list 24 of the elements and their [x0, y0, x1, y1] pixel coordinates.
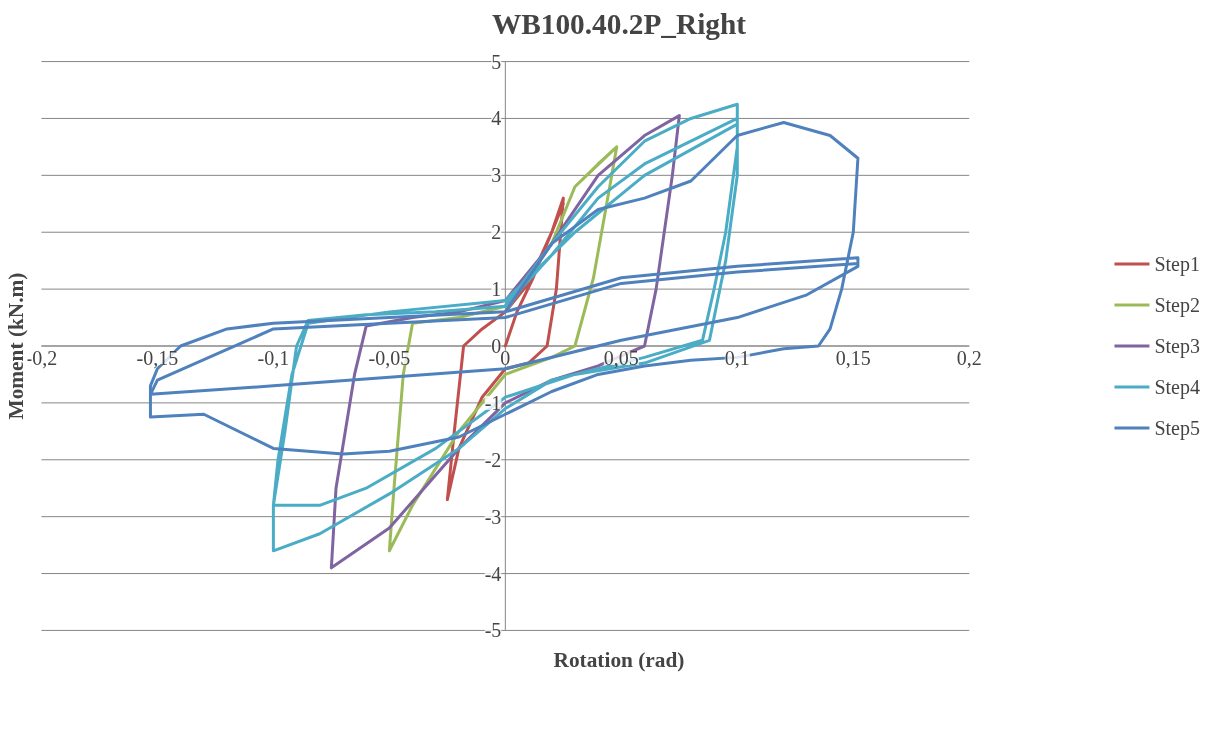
x-tick-label: 0,15	[835, 347, 871, 369]
y-tick-label: -4	[484, 562, 502, 585]
legend-label: Step5	[1154, 416, 1200, 439]
x-tick-label: 0,2	[956, 347, 982, 369]
chart-title: WB100.40.2P_Right	[491, 7, 747, 40]
y-axis-title: Moment (kN.m)	[3, 272, 28, 420]
x-tick-label: -0,1	[257, 347, 290, 369]
y-tick-label: 2	[491, 221, 502, 244]
y-tick-label: 5	[491, 50, 502, 73]
x-tick-label: 0,05	[603, 347, 639, 369]
y-tick-label: -1	[484, 391, 502, 414]
y-tick-label: 1	[491, 278, 502, 301]
legend-label: Step1	[1154, 252, 1200, 275]
legend-label: Step4	[1154, 375, 1200, 398]
x-axis-title: Rotation (rad)	[553, 647, 685, 672]
x-tick-label: -0,05	[368, 347, 411, 369]
legend-label: Step2	[1154, 293, 1200, 316]
x-tick-label: -0,15	[136, 347, 179, 369]
y-tick-label: 4	[491, 107, 502, 130]
y-tick-label: -2	[484, 448, 502, 471]
y-tick-label: 3	[491, 164, 502, 187]
legend-label: Step3	[1154, 334, 1200, 357]
y-tick-label: -3	[484, 505, 502, 528]
y-tick-label: -5	[484, 619, 502, 642]
